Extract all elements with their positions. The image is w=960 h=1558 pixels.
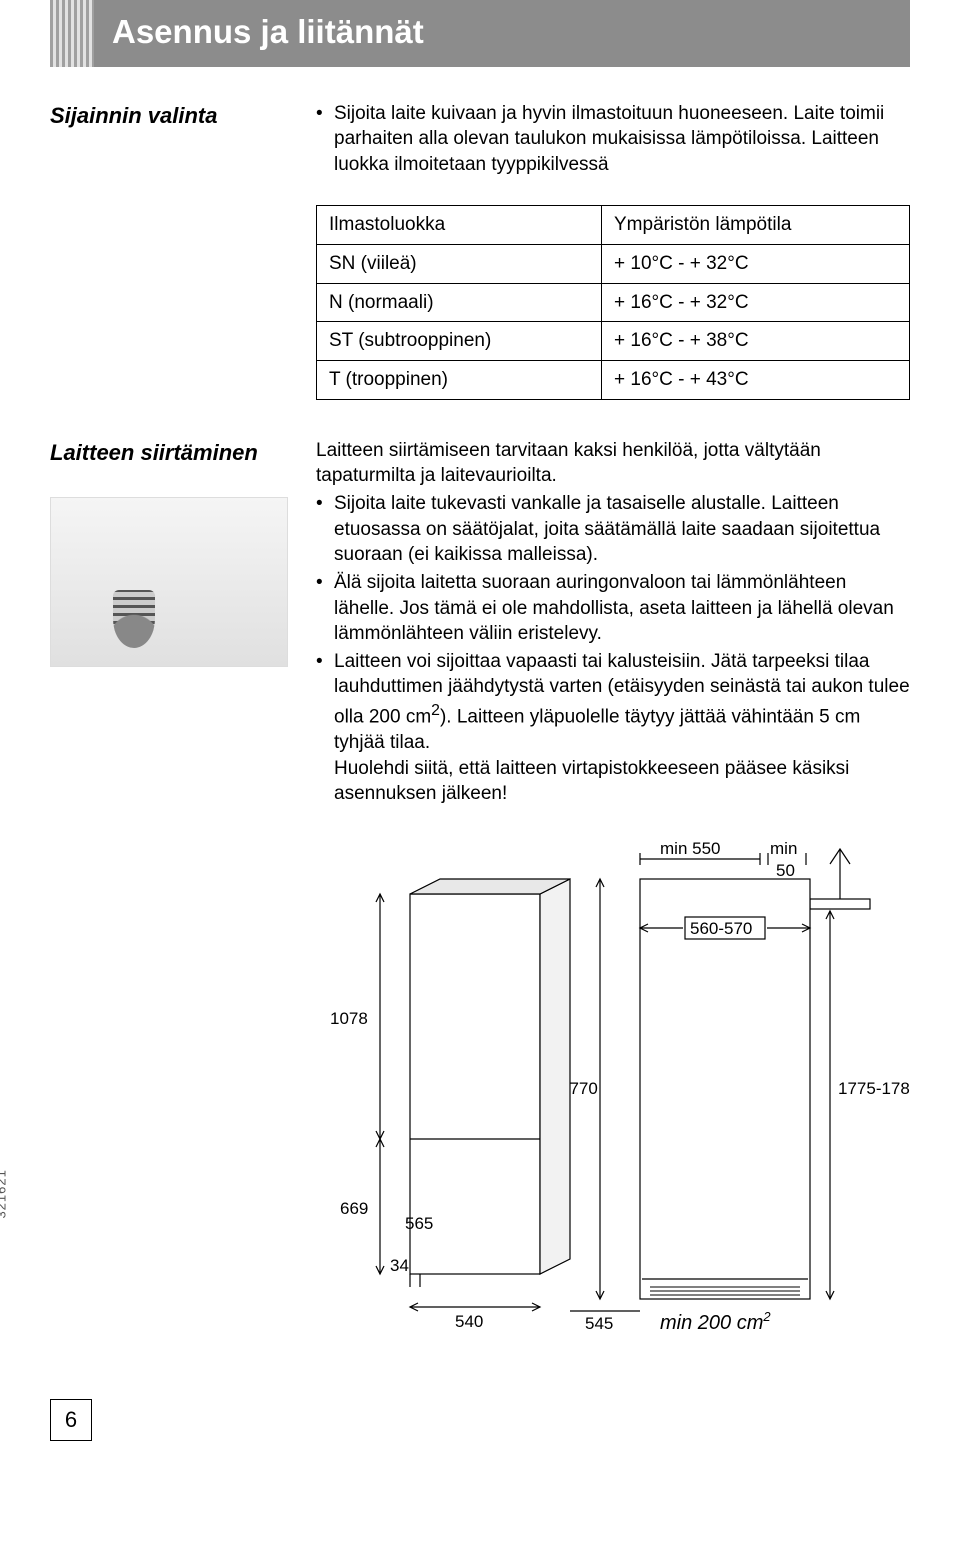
section2-bullet: Laitteen voi sijoittaa vapaasti tai kalu… [316,649,910,807]
svg-text:669: 669 [340,1199,368,1218]
svg-text:545: 545 [585,1314,613,1333]
table-row: SN (viileä) + 10°C - + 32°C [317,245,910,284]
section1-bullet: Sijoita laite kuivaan ja hyvin ilmastoit… [316,101,910,178]
climate-header-left: Ilmastoluokka [317,206,602,245]
side-code: 321621 [0,1170,10,1219]
svg-text:560-570: 560-570 [690,919,752,938]
climate-header-right: Ympäristön lämpötila [602,206,910,245]
svg-text:540: 540 [455,1312,483,1331]
svg-text:1775-1780: 1775-1780 [838,1079,910,1098]
section2-intro: Laitteen siirtämiseen tarvitaan kaksi he… [316,438,910,489]
svg-text:min 550: min 550 [660,839,720,858]
table-row: ST (subtrooppinen) + 16°C - + 38°C [317,322,910,361]
page-number: 6 [50,1399,92,1441]
climate-table: Ilmastoluokka Ympäristön lämpötila SN (v… [316,205,910,399]
svg-text:min: min [770,839,797,858]
dimension-diagram-svg: min 550 min 50 [290,839,910,1339]
table-row: T (trooppinen) + 16°C - + 43°C [317,361,910,400]
section2-bullet: Älä sijoita laitetta suoraan auringonval… [316,570,910,647]
svg-text:1078: 1078 [330,1009,368,1028]
table-row: N (normaali) + 16°C - + 32°C [317,283,910,322]
adjustable-foot-photo [50,497,288,667]
title-bar: Asennus ja liitännät [50,0,910,67]
title-stripe-pattern [50,0,94,67]
installation-diagram: min 550 min 50 [50,839,910,1339]
svg-text:50: 50 [776,861,795,880]
section2-heading: Laitteen siirtäminen [50,438,290,468]
page-title: Asennus ja liitännät [94,0,910,67]
section1-heading: Sijainnin valinta [50,101,290,131]
svg-text:min 200 cm2: min 200 cm2 [660,1309,771,1334]
svg-text:34: 34 [390,1256,409,1275]
svg-text:565: 565 [405,1214,433,1233]
section2-bullet: Sijoita laite tukevasti vankalle ja tasa… [316,491,910,568]
